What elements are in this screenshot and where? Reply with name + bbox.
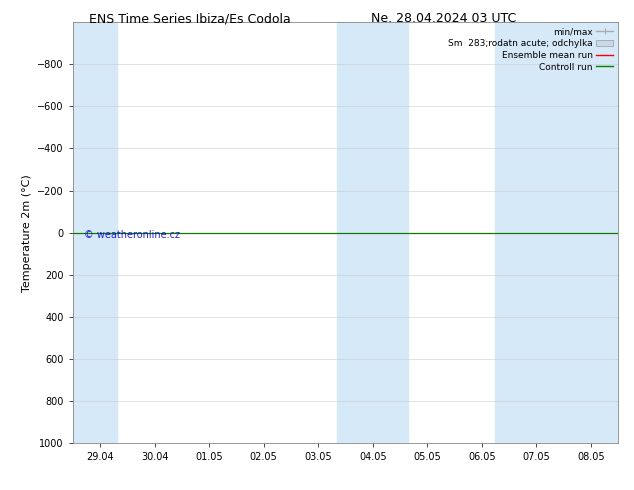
Bar: [73, 22, 117, 443]
Text: ENS Time Series Ibiza/Es Codola: ENS Time Series Ibiza/Es Codola: [89, 12, 291, 25]
Y-axis label: Temperature 2m (°C): Temperature 2m (°C): [22, 174, 32, 292]
Bar: [337, 22, 408, 443]
Bar: [496, 22, 618, 443]
Text: © weatheronline.cz: © weatheronline.cz: [84, 230, 180, 240]
Legend: min/max, Sm  283;rodatn acute; odchylka, Ensemble mean run, Controll run: min/max, Sm 283;rodatn acute; odchylka, …: [444, 24, 616, 75]
Text: Ne. 28.04.2024 03 UTC: Ne. 28.04.2024 03 UTC: [371, 12, 517, 25]
